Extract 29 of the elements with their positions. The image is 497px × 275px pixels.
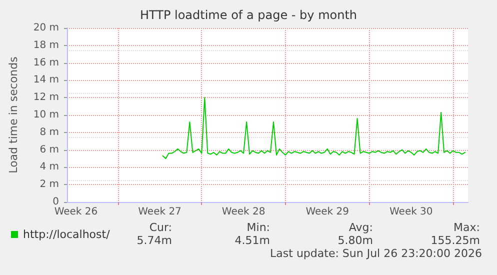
legend-label: http://localhost/	[23, 228, 110, 241]
y-tick-label: 6 m	[40, 144, 59, 156]
y-tick-label: 12 m	[33, 92, 59, 104]
text: Cur:	[149, 221, 172, 234]
text: Max:	[454, 221, 480, 234]
y-tick-label: 2 m	[40, 179, 59, 190]
x-tick-label: Week 27	[138, 206, 182, 218]
y-tick-label: 16 m	[33, 57, 59, 68]
text: 5.80m	[338, 234, 373, 247]
y-tick-label: 8 m	[40, 126, 59, 138]
y-tick-label: 18 m	[33, 40, 59, 51]
y-tick-label: 10 m	[33, 110, 59, 120]
text: 155.25m	[430, 234, 480, 247]
text: 4.51m	[234, 234, 270, 247]
y-tick-label: 14 m	[33, 74, 59, 86]
text: Min:	[246, 221, 270, 234]
x-tick-label: Week 28	[222, 206, 266, 218]
line-series	[162, 97, 466, 159]
y-tick-label: 20 m	[33, 22, 59, 34]
y-axis-title: Load time in seconds	[7, 56, 20, 174]
text: Avg:	[348, 221, 373, 234]
x-tick-label: Week 29	[306, 206, 350, 218]
x-tick-label: Week 26	[54, 206, 98, 218]
y-tick-label: 4 m	[40, 162, 59, 173]
text: Last update: Sun Jul 26 23:20:00 2026	[270, 247, 482, 260]
y-tick-label: 0	[52, 196, 59, 208]
text: 5.74m	[136, 234, 172, 247]
chart-title: HTTP loadtime of a page - by month	[140, 8, 358, 22]
x-tick-label: Week 30	[389, 206, 433, 218]
